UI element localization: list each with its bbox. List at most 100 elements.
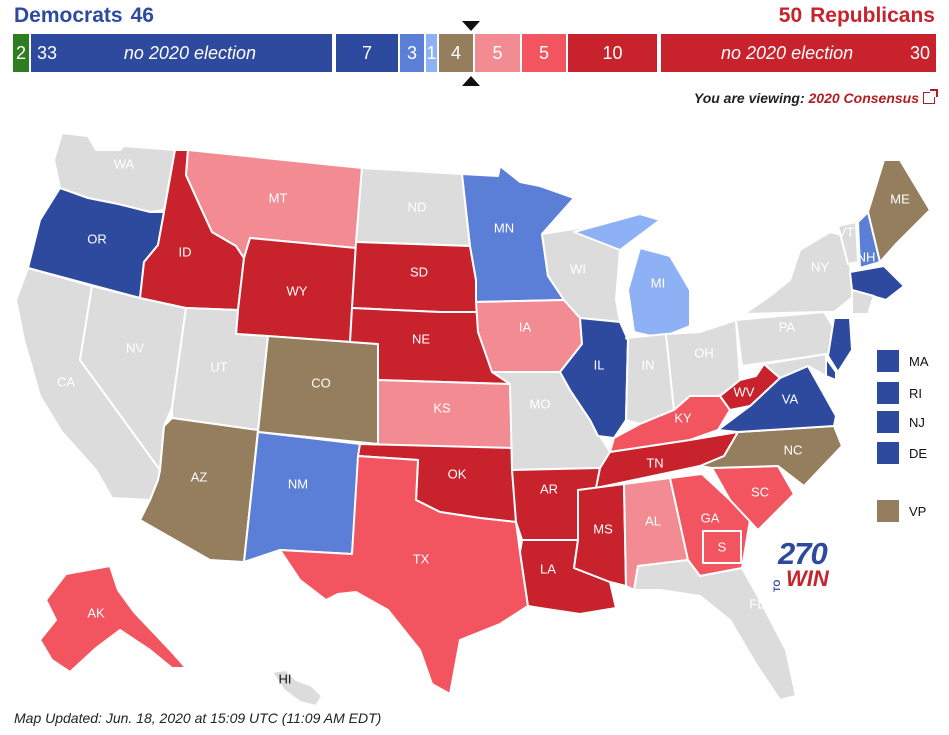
- label-sc: SC: [751, 484, 769, 499]
- majority-marker-bottom-icon: [462, 76, 480, 86]
- republicans-header: 50 Republicans: [771, 4, 935, 28]
- state-nm[interactable]: [243, 431, 361, 563]
- state-ak[interactable]: [39, 565, 187, 673]
- state-nj[interactable]: [827, 317, 853, 373]
- state-hi[interactable]: [271, 669, 323, 707]
- bar-safe-dem[interactable]: 7: [336, 34, 398, 72]
- label-al: AL: [645, 513, 661, 528]
- label-tx: TX: [413, 551, 430, 566]
- bar-dem-no-election[interactable]: 33 no 2020 election: [31, 34, 332, 72]
- label-ne: NE: [412, 331, 430, 346]
- label-in: IN: [642, 357, 655, 372]
- label-tn: TN: [646, 455, 663, 470]
- label-ak: AK: [87, 605, 105, 620]
- bar-likely-dem[interactable]: 3: [400, 34, 424, 72]
- label-ar: AR: [540, 481, 558, 496]
- label-me: ME: [890, 191, 910, 206]
- side-label-ma: MA: [909, 354, 929, 369]
- state-vt[interactable]: [837, 221, 859, 265]
- bar-independent[interactable]: 2: [13, 34, 29, 72]
- state-ma[interactable]: [849, 265, 905, 301]
- bar-tossup[interactable]: 4: [439, 34, 473, 72]
- logo-win: WIN: [786, 566, 829, 591]
- label-ut: UT: [210, 359, 227, 374]
- state-md[interactable]: [763, 353, 827, 379]
- bar-dem-no-election-label: no 2020 election: [123, 42, 256, 63]
- label-fl: FL: [749, 596, 764, 611]
- bar-likely-rep-count: 5: [538, 42, 549, 63]
- bar-safe-dem-count: 7: [361, 42, 372, 63]
- label-wi: WI: [570, 261, 586, 276]
- state-labels: WA OR CA NV ID MT WY UT AZ CO NM ND SD N…: [57, 156, 910, 686]
- bar-likely-dem-count: 3: [406, 42, 417, 63]
- bar-independent-count: 2: [15, 42, 26, 63]
- label-nd: ND: [408, 199, 427, 214]
- logo-number: 270: [778, 536, 828, 571]
- state-ia[interactable]: [475, 299, 583, 373]
- bar-rep-no-election-count: 30: [909, 42, 930, 63]
- democrats-label: Democrats: [14, 4, 123, 27]
- bar-tossup-count: 4: [450, 42, 461, 63]
- label-ny: NY: [811, 259, 829, 274]
- 270towin-logo[interactable]: 270 TO WIN: [770, 536, 840, 592]
- label-ia: IA: [519, 319, 532, 334]
- label-ks: KS: [433, 400, 451, 415]
- label-ok: OK: [448, 466, 467, 481]
- side-label-ri: RI: [909, 386, 922, 401]
- bar-dem-no-election-count: 33: [37, 42, 58, 63]
- republicans-count: 50: [778, 4, 803, 27]
- side-box-de[interactable]: [877, 442, 899, 464]
- label-ca: CA: [57, 374, 75, 389]
- label-ga: GA: [701, 510, 720, 525]
- label-mo: MO: [530, 396, 551, 411]
- state-me[interactable]: [867, 159, 931, 263]
- side-box-vp[interactable]: [877, 500, 899, 522]
- external-link-icon[interactable]: [923, 89, 938, 104]
- label-or: OR: [87, 231, 107, 246]
- side-box-ri[interactable]: [877, 382, 899, 404]
- bar-lean-rep[interactable]: 5: [475, 34, 520, 72]
- label-wa: WA: [114, 156, 135, 171]
- side-label-nj: NJ: [909, 415, 925, 430]
- label-nv: NV: [126, 340, 144, 355]
- label-mt: MT: [269, 190, 288, 205]
- state-ny[interactable]: [743, 231, 855, 315]
- viewing-prefix: You are viewing:: [693, 90, 805, 106]
- democrats-header: Democrats 46: [14, 4, 162, 28]
- state-fl[interactable]: [633, 559, 797, 701]
- side-box-nj[interactable]: [877, 411, 899, 433]
- bar-lean-rep-count: 5: [492, 42, 503, 63]
- majority-marker-top-icon: [462, 21, 480, 31]
- bar-lean-dem[interactable]: 1: [426, 34, 437, 72]
- label-ms: MS: [593, 521, 613, 536]
- label-ga-special: S: [718, 539, 727, 554]
- label-wy: WY: [287, 283, 308, 298]
- label-id: ID: [179, 244, 192, 259]
- label-wv: WV: [734, 384, 755, 399]
- map-updated-text: Map Updated: Jun. 18, 2020 at 15:09 UTC …: [14, 710, 382, 726]
- label-pa: PA: [779, 319, 796, 334]
- state-ga-special[interactable]: [702, 530, 742, 564]
- label-va: VA: [782, 391, 799, 406]
- label-hi: HI: [279, 671, 292, 686]
- viewing-line: You are viewing: 2020 Consensus: [693, 89, 938, 106]
- label-az: AZ: [191, 469, 208, 484]
- bar-likely-rep[interactable]: 5: [522, 34, 566, 72]
- label-nm: NM: [288, 476, 308, 491]
- bar-rep-no-election[interactable]: no 2020 election 30: [661, 34, 936, 72]
- state-tx[interactable]: [279, 455, 529, 695]
- state-il[interactable]: [559, 317, 629, 439]
- bar-rep-no-election-label: no 2020 election: [721, 42, 854, 63]
- label-la: LA: [540, 561, 556, 576]
- viewing-map-link[interactable]: 2020 Consensus: [808, 90, 920, 106]
- side-label-de: DE: [909, 446, 928, 461]
- label-nc: NC: [784, 442, 803, 457]
- label-mi: MI: [651, 275, 665, 290]
- state-mi[interactable]: [573, 213, 691, 339]
- state-ct[interactable]: [851, 289, 875, 315]
- bar-lean-dem-count: 1: [426, 42, 437, 63]
- democrats-count: 46: [130, 4, 154, 27]
- side-box-ma[interactable]: [877, 350, 899, 372]
- bar-safe-rep[interactable]: 10: [568, 34, 657, 72]
